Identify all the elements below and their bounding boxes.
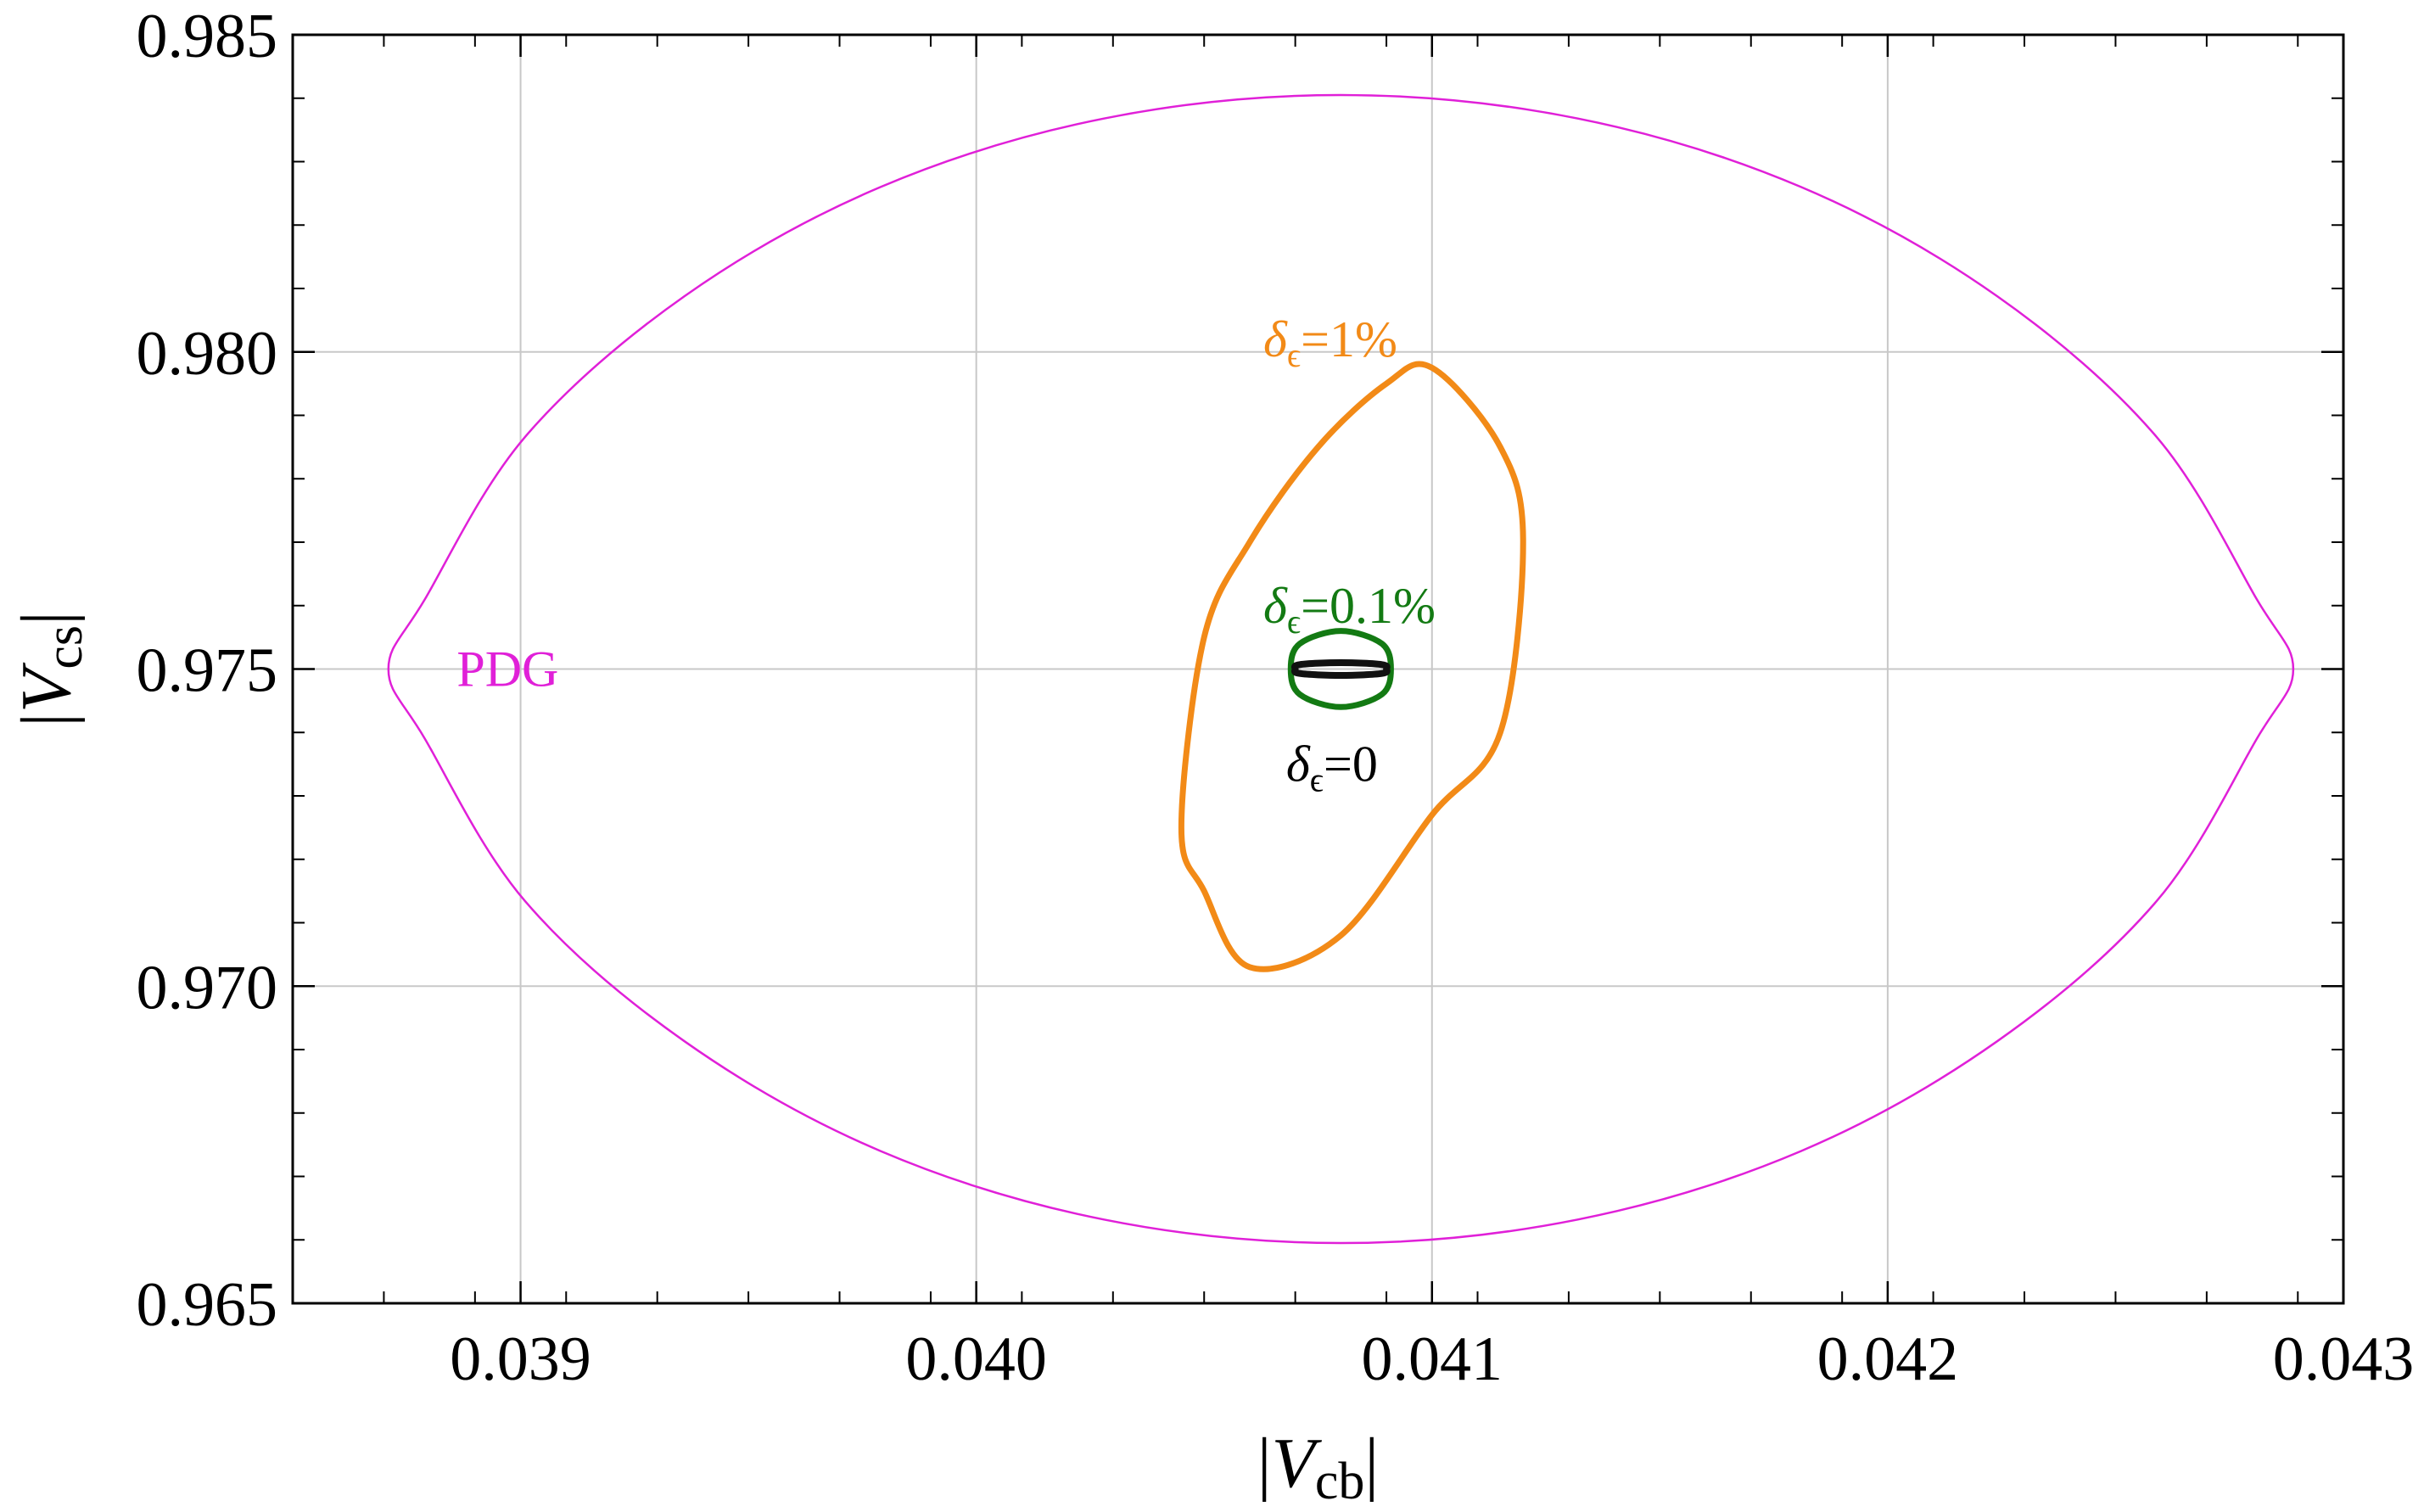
y-tick-label: 0.965 xyxy=(137,1270,278,1340)
series-contour-0 xyxy=(387,93,2295,1245)
contour-label-2: δϵ=0.1% xyxy=(1263,578,1436,641)
contour-label-1: δϵ=1% xyxy=(1263,311,1397,374)
x-tick-label: 0.039 xyxy=(450,1324,591,1394)
contour-label-3: δϵ=0 xyxy=(1286,736,1378,799)
x-tick-label: 0.043 xyxy=(2273,1324,2415,1394)
contour-label-0: PDG xyxy=(456,641,558,697)
y-tick-label: 0.985 xyxy=(137,2,278,71)
annotations: PDG δϵ=1% δϵ=0.1% δϵ=0 xyxy=(456,311,1436,799)
tick-labels: 0.039 0.040 0.041 0.042 0.043 0.965 0.970 0.975… xyxy=(137,2,2415,1394)
x-axis-title: |Vcb| xyxy=(1257,1424,1380,1510)
ticks xyxy=(292,33,2345,1305)
x-tick-label: 0.042 xyxy=(1817,1324,1959,1394)
y-tick-label: 0.980 xyxy=(137,319,278,389)
x-tick-label: 0.041 xyxy=(1362,1324,1503,1394)
series-contour-1 xyxy=(1178,361,1526,972)
series-contour-3 xyxy=(1290,659,1391,679)
y-tick-label: 0.970 xyxy=(137,953,278,1022)
y-tick-label: 0.975 xyxy=(137,636,278,706)
x-tick-label: 0.040 xyxy=(905,1324,1047,1394)
y-axis-title: |Vcs| xyxy=(7,611,93,727)
series-contour-2 xyxy=(1287,628,1394,710)
series-group xyxy=(387,93,2295,1245)
